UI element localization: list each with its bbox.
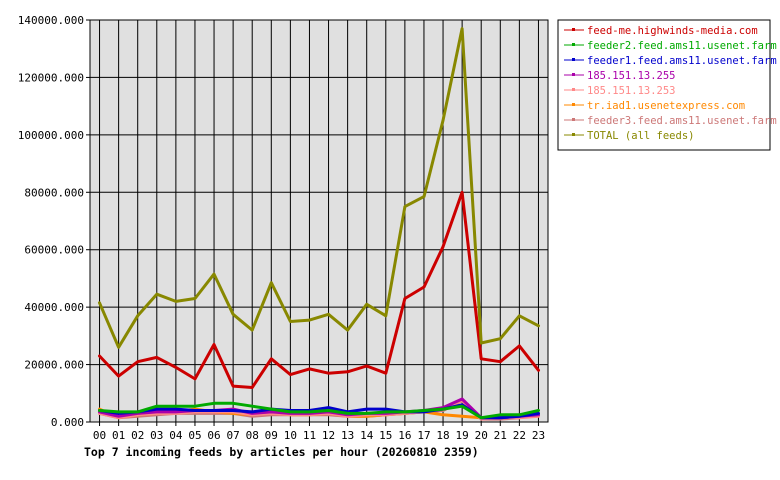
series-lines bbox=[98, 27, 540, 421]
legend-marker bbox=[572, 88, 575, 91]
x-tick-label: 18 bbox=[436, 429, 449, 442]
legend-box bbox=[557, 19, 771, 151]
x-tick-label: 11 bbox=[303, 429, 316, 442]
y-axis-ticks: 0.000 20000.000 40000.000 60000.000 80000.00… bbox=[18, 14, 90, 429]
x-tick-label: 13 bbox=[341, 429, 354, 442]
legend-marker bbox=[572, 73, 575, 76]
legend-label: tr.iad1.usenetexpress.com bbox=[587, 100, 745, 112]
legend-label: feeder1.feed.ams11.usenet.farm bbox=[587, 55, 777, 67]
legend-marker bbox=[572, 43, 575, 46]
legend-marker bbox=[572, 118, 575, 121]
x-tick-label: 19 bbox=[456, 429, 469, 442]
legend: feed-me.highwinds-media.com feeder2.feed.… bbox=[557, 19, 777, 151]
y-tick-label: 40000.000 bbox=[24, 301, 84, 314]
x-tick-label: 05 bbox=[188, 429, 201, 442]
plot-frame bbox=[89, 19, 549, 423]
legend-label: feed-me.highwinds-media.com bbox=[587, 25, 758, 37]
x-tick-label: 03 bbox=[150, 429, 163, 442]
legend-marker bbox=[572, 133, 575, 136]
x-tick-label: 09 bbox=[265, 429, 278, 442]
legend-marker bbox=[572, 58, 575, 61]
y-tick-label: 100000.000 bbox=[18, 129, 84, 142]
x-tick-label: 01 bbox=[112, 429, 125, 442]
y-tick-label: 80000.000 bbox=[24, 186, 84, 199]
x-tick-label: 22 bbox=[513, 429, 526, 442]
x-tick-label: 08 bbox=[246, 429, 259, 442]
x-tick-label: 15 bbox=[379, 429, 392, 442]
y-tick-label: 20000.000 bbox=[24, 359, 84, 372]
legend-label: feeder3.feed.ams11.usenet.farm bbox=[587, 115, 777, 127]
x-tick-label: 12 bbox=[322, 429, 335, 442]
x-tick-label: 10 bbox=[284, 429, 297, 442]
y-tick-label: 140000.000 bbox=[18, 14, 84, 27]
series-line-0 bbox=[98, 190, 540, 389]
x-tick-label: 21 bbox=[494, 429, 507, 442]
x-tick-label: 14 bbox=[360, 429, 374, 442]
legend-marker bbox=[572, 28, 575, 31]
x-tick-label: 23 bbox=[532, 429, 545, 442]
legend-label: TOTAL (all feeds) bbox=[587, 130, 694, 142]
y-tick-label: 120000.000 bbox=[18, 71, 84, 84]
x-tick-label: 06 bbox=[207, 429, 220, 442]
x-tick-label: 20 bbox=[475, 429, 488, 442]
x-tick-label: 17 bbox=[417, 429, 430, 442]
x-tick-label: 16 bbox=[398, 429, 411, 442]
y-tick-label: 0.000 bbox=[51, 416, 84, 429]
legend-label: feeder2.feed.ams11.usenet.farm bbox=[587, 40, 777, 52]
x-tick-label: 04 bbox=[169, 429, 183, 442]
chart-title: Top 7 incoming feeds by articles per hou… bbox=[84, 445, 479, 459]
series-line-7 bbox=[98, 27, 540, 349]
legend-label: 185.151.13.255 bbox=[587, 70, 676, 82]
legend-marker bbox=[572, 103, 575, 106]
x-tick-label: 02 bbox=[131, 429, 144, 442]
series-line-1 bbox=[98, 401, 540, 420]
x-tick-label: 07 bbox=[227, 429, 240, 442]
y-tick-label: 60000.000 bbox=[24, 244, 84, 257]
x-axis-ticks: 00 01 02 03 04 05 06 07 08 09 10 11 12 13 14 15 16 17 18 19… bbox=[93, 422, 545, 442]
x-tick-label: 00 bbox=[93, 429, 106, 442]
legend-label: 185.151.13.253 bbox=[587, 85, 676, 97]
plot-background bbox=[90, 20, 548, 422]
